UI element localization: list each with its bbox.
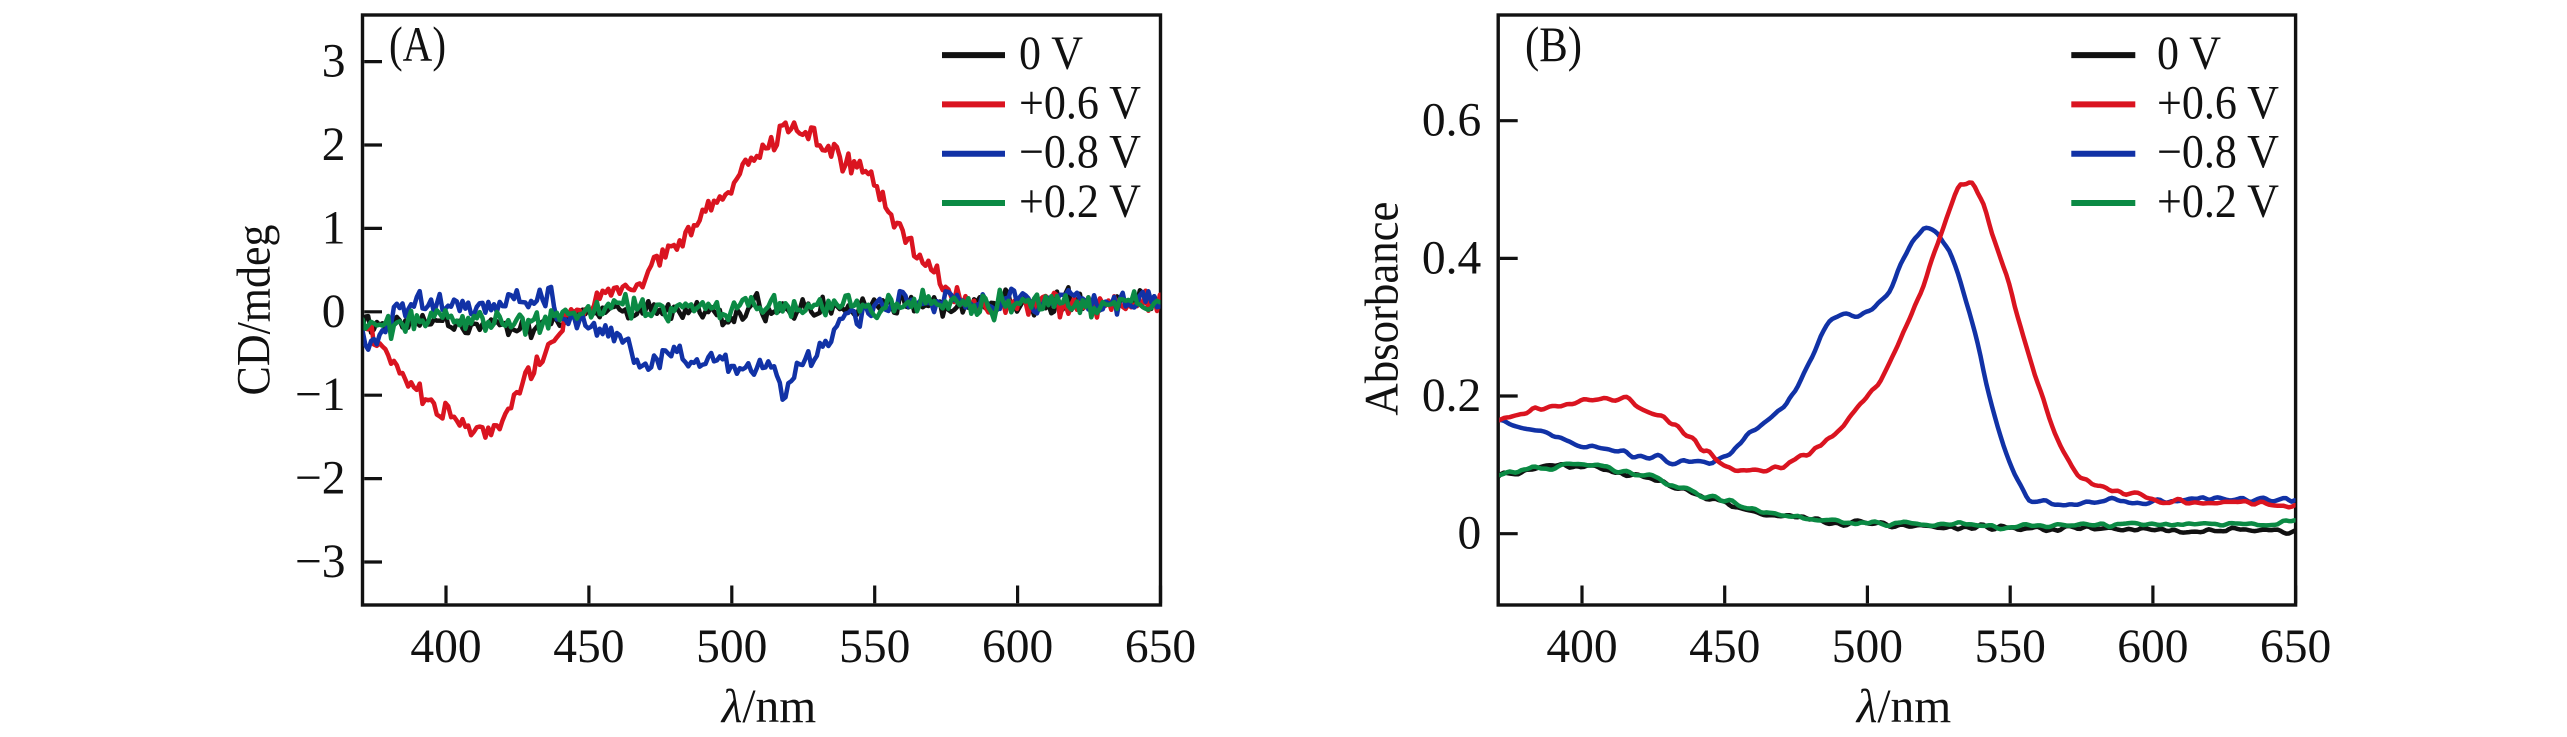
svg-text:+0.6 V: +0.6 V: [1019, 77, 1141, 129]
svg-text:450: 450: [1689, 621, 1760, 673]
svg-text:+0.2 V: +0.2 V: [1019, 176, 1141, 228]
svg-text:500: 500: [1832, 621, 1903, 673]
svg-text:500: 500: [696, 621, 767, 673]
svg-text:0: 0: [1457, 508, 1481, 560]
svg-text:550: 550: [839, 621, 910, 673]
svg-text:0 V: 0 V: [1019, 28, 1083, 80]
svg-text:650: 650: [1125, 621, 1196, 673]
svg-text:0: 0: [322, 286, 346, 338]
svg-text:λ/nm: λ/nm: [720, 681, 817, 732]
svg-text:0 V: 0 V: [2157, 28, 2221, 80]
svg-text:−2: −2: [295, 453, 346, 505]
svg-text:Absorbance: Absorbance: [1357, 202, 1409, 416]
svg-text:CD/mdeg: CD/mdeg: [229, 225, 281, 396]
svg-text:+0.6 V: +0.6 V: [2157, 77, 2279, 129]
svg-text:3: 3: [322, 36, 346, 88]
svg-text:450: 450: [553, 621, 624, 673]
svg-text:2: 2: [322, 119, 346, 171]
svg-text:1: 1: [322, 202, 346, 254]
svg-text:(B): (B): [1525, 16, 1582, 72]
svg-text:+0.2 V: +0.2 V: [2157, 176, 2279, 228]
svg-text:−1: −1: [295, 369, 346, 421]
svg-text:0.2: 0.2: [1422, 370, 1481, 422]
svg-text:400: 400: [1546, 621, 1617, 673]
svg-text:400: 400: [410, 621, 481, 673]
svg-text:0.6: 0.6: [1422, 95, 1481, 147]
svg-text:−3: −3: [295, 536, 346, 588]
svg-text:550: 550: [1975, 621, 2046, 673]
svg-text:(A): (A): [389, 16, 446, 72]
svg-text:0.4: 0.4: [1422, 232, 1482, 284]
svg-text:650: 650: [2260, 621, 2331, 673]
svg-text:600: 600: [2117, 621, 2188, 673]
svg-text:−0.8 V: −0.8 V: [1019, 127, 1141, 179]
svg-text:−0.8 V: −0.8 V: [2157, 127, 2279, 179]
svg-text:λ/nm: λ/nm: [1855, 681, 1952, 732]
svg-text:600: 600: [982, 621, 1053, 673]
